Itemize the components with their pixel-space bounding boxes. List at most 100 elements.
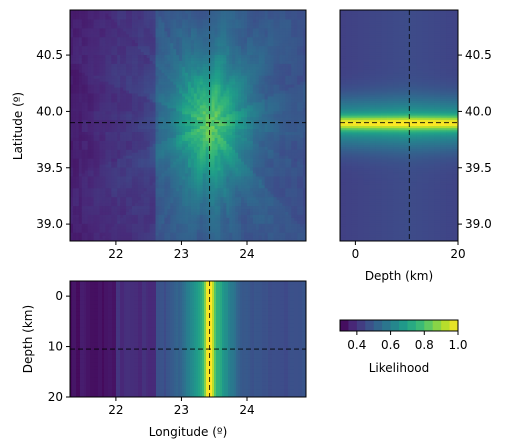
map-heat-cell bbox=[81, 137, 86, 141]
map-heat-cell bbox=[93, 51, 98, 56]
map-heat-cell bbox=[193, 169, 198, 174]
map-heat-cell bbox=[140, 119, 145, 124]
map-heat-cell bbox=[123, 45, 127, 50]
map-heat-cell bbox=[126, 95, 130, 100]
map-heat-cell bbox=[96, 119, 101, 124]
map-heat-cell bbox=[190, 238, 195, 241]
map-heat-cell bbox=[114, 98, 118, 103]
map-heat-cell bbox=[202, 78, 207, 82]
map-heat-cell bbox=[193, 42, 198, 47]
map-heat-cell bbox=[78, 137, 83, 141]
map-heat-cell bbox=[96, 178, 101, 183]
map-heat-cell bbox=[123, 187, 127, 192]
map-heat-cell bbox=[170, 128, 174, 133]
map-heat-cell bbox=[84, 57, 89, 61]
map-heat-cell bbox=[167, 199, 171, 204]
map-heat-cell bbox=[149, 24, 154, 29]
map-heat-cell bbox=[84, 238, 89, 241]
map-heat-cell bbox=[170, 27, 174, 32]
map-heat-cell bbox=[235, 113, 239, 118]
map-heat-cell bbox=[214, 238, 219, 241]
map-heat-cell bbox=[164, 78, 168, 82]
map-heat-cell bbox=[105, 84, 109, 88]
map-heat-cell bbox=[238, 84, 242, 88]
map-heat-cell bbox=[214, 122, 219, 127]
map-heat-cell bbox=[235, 214, 239, 218]
map-heat-cell bbox=[202, 10, 207, 14]
map-heat-cell bbox=[241, 33, 245, 38]
map-heat-cell bbox=[229, 54, 233, 58]
map-heat-cell bbox=[252, 72, 257, 76]
map-heat-cell bbox=[129, 122, 133, 127]
map-heat-cell bbox=[129, 27, 133, 32]
map-heat-cell bbox=[202, 113, 207, 118]
map-heat-cell bbox=[170, 184, 174, 189]
map-heat-cell bbox=[131, 178, 136, 183]
map-heat-cell bbox=[155, 81, 160, 85]
map-heat-cell bbox=[255, 161, 260, 165]
map-heat-cell bbox=[182, 149, 186, 153]
map-heat-cell bbox=[232, 131, 236, 135]
map-heat-cell bbox=[255, 30, 260, 35]
map-heat-cell bbox=[93, 63, 98, 67]
map-heat-cell bbox=[208, 10, 213, 14]
map-heat-cell bbox=[167, 15, 171, 20]
map-heat-cell bbox=[90, 211, 95, 215]
map-heat-cell bbox=[140, 104, 145, 109]
map-heat-cell bbox=[211, 54, 216, 58]
map-heat-cell bbox=[146, 211, 151, 215]
map-heat-cell bbox=[170, 146, 174, 150]
map-heat-cell bbox=[241, 36, 245, 41]
map-heat-cell bbox=[205, 42, 210, 47]
map-heat-cell bbox=[143, 66, 148, 70]
map-heat-cell bbox=[158, 89, 163, 94]
map-heat-cell bbox=[205, 45, 210, 50]
map-heat-cell bbox=[131, 42, 136, 47]
map-heat-cell bbox=[226, 211, 230, 215]
map-heat-cell bbox=[131, 10, 136, 14]
map-heat-cell bbox=[78, 190, 83, 195]
map-heat-cell bbox=[226, 220, 230, 224]
map-heat-cell bbox=[229, 63, 233, 67]
map-heat-cell bbox=[241, 54, 245, 58]
map-heat-cell bbox=[214, 89, 219, 94]
map-heat-cell bbox=[146, 172, 151, 177]
map-heat-cell bbox=[173, 48, 177, 53]
map-heat-cell bbox=[255, 54, 260, 58]
map-heat-cell bbox=[164, 140, 168, 144]
map-heat-cell bbox=[140, 36, 145, 41]
map-heat-cell bbox=[72, 95, 77, 100]
map-heat-cell bbox=[155, 92, 160, 97]
map-heat-cell bbox=[123, 95, 127, 100]
map-heat-cell bbox=[185, 104, 189, 109]
map-heat-cell bbox=[167, 208, 171, 212]
map-heat-cell bbox=[211, 146, 216, 150]
map-heat-cell bbox=[232, 178, 236, 183]
map-heat-cell bbox=[140, 175, 145, 180]
map-heat-cell bbox=[102, 18, 106, 23]
map-heat-cell bbox=[78, 172, 83, 177]
map-heat-cell bbox=[185, 51, 189, 56]
map-heat-cell bbox=[188, 202, 192, 207]
map-heat-cell bbox=[78, 158, 83, 162]
map-heat-cell bbox=[96, 33, 101, 38]
map-heat-cell bbox=[105, 178, 109, 183]
map-heat-cell bbox=[81, 110, 86, 115]
map-heat-cell bbox=[72, 178, 77, 183]
map-heat-cell bbox=[108, 98, 112, 103]
map-heat-cell bbox=[232, 184, 236, 189]
map-heat-cell bbox=[164, 24, 168, 29]
map-heat-cell bbox=[164, 60, 168, 64]
map-heat-cell bbox=[188, 51, 192, 56]
map-heat-cell bbox=[208, 143, 213, 147]
map-heat-cell bbox=[143, 169, 148, 174]
map-heat-cell bbox=[208, 95, 213, 100]
map-heat-cell bbox=[217, 33, 222, 38]
map-heat-cell bbox=[208, 98, 213, 103]
map-heat-cell bbox=[211, 193, 216, 198]
map-heat-cell bbox=[167, 107, 171, 112]
map-heat-cell bbox=[111, 131, 115, 135]
map-heat-cell bbox=[99, 33, 104, 38]
map-heat-cell bbox=[182, 87, 186, 91]
map-heat-cell bbox=[72, 125, 77, 130]
